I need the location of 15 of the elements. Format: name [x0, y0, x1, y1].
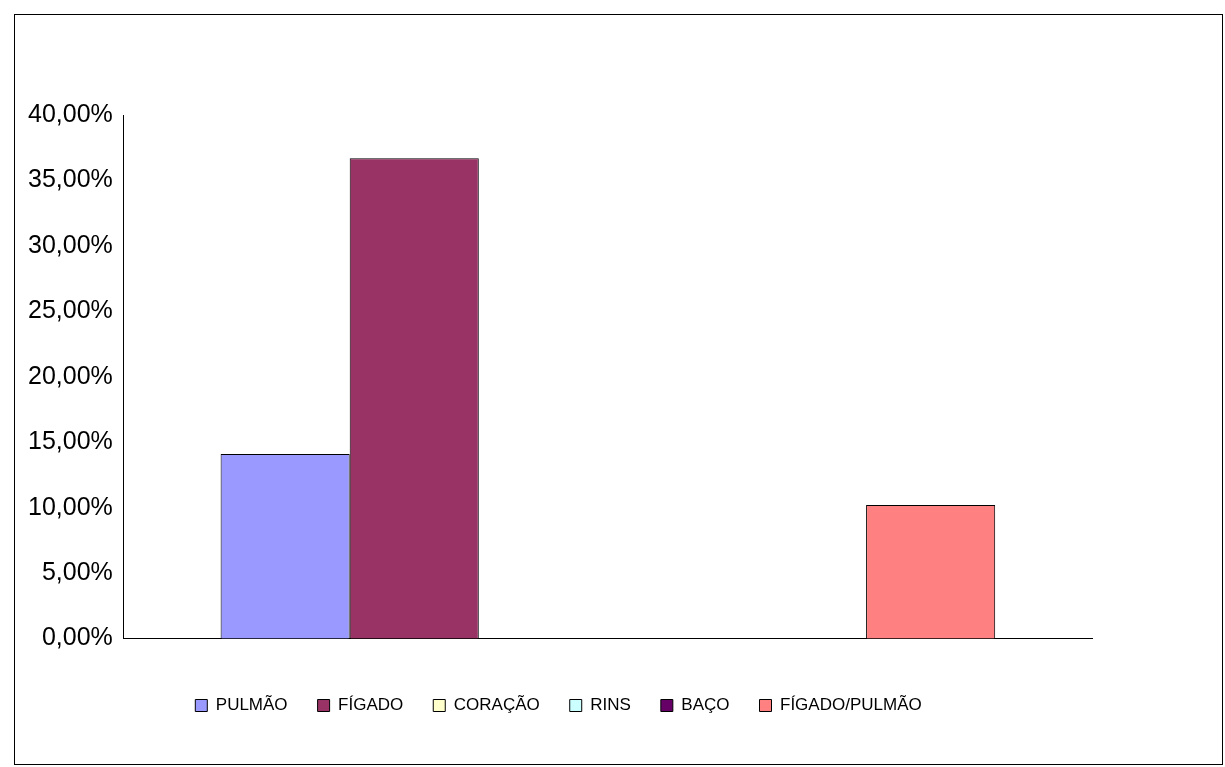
y-tick-label: 0,00% — [41, 622, 113, 651]
legend-label: PULMÃO — [215, 695, 288, 715]
y-tick-label: 10,00% — [27, 491, 113, 520]
y-tick-label: 25,00% — [27, 295, 113, 324]
y-tick-label: 30,00% — [27, 229, 113, 258]
legend-label: FÍGADO/PULMÃO — [780, 695, 922, 715]
y-tick-label: 35,00% — [27, 164, 113, 193]
legend-label: BAÇO — [681, 695, 730, 715]
y-tick-label: 40,00% — [27, 98, 113, 127]
y-tick-label: 5,00% — [41, 557, 113, 586]
legend-label: RINS — [590, 695, 631, 715]
legend-label: FÍGADO — [338, 695, 404, 715]
y-tick-label: 15,00% — [27, 426, 113, 455]
y-tick-label: 20,00% — [27, 360, 113, 389]
legend-label: CORAÇÃO — [453, 695, 540, 715]
